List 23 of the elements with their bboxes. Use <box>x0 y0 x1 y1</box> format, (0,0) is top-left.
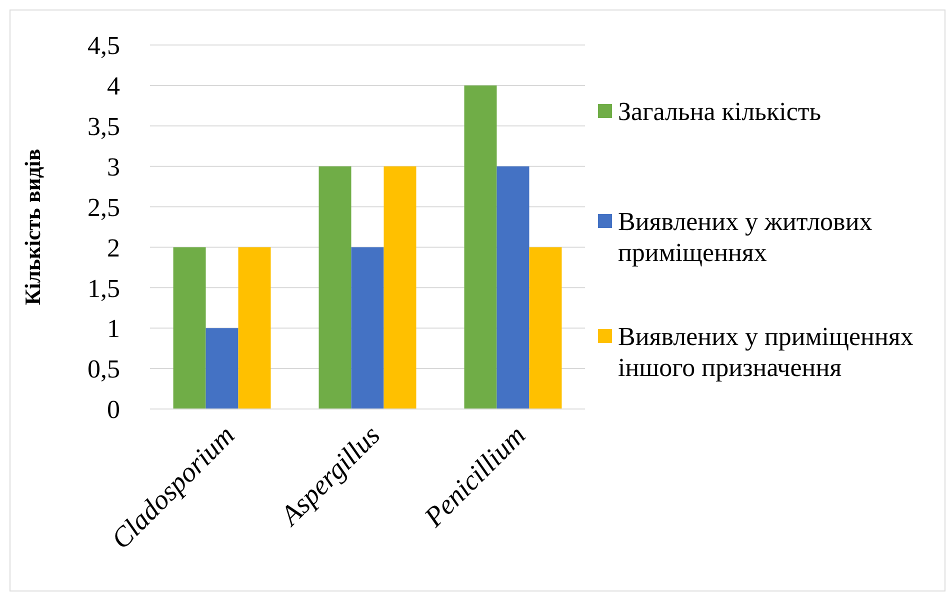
bar <box>351 247 384 409</box>
legend-label: Виявлених у приміщеннях іншого призначення <box>618 322 914 382</box>
y-tick-label: 4 <box>107 72 120 101</box>
bar <box>464 85 497 409</box>
bar <box>238 247 271 409</box>
y-tick-label: 3 <box>107 152 120 182</box>
legend-label: Загальна кількість <box>618 97 822 126</box>
bar <box>496 166 530 409</box>
y-tick-label: 0,5 <box>88 354 120 384</box>
y-tick-label: 2 <box>107 233 120 262</box>
bar <box>384 166 416 409</box>
y-tick-label: 0 <box>107 395 120 424</box>
y-axis-title: Кількість видів <box>20 148 45 306</box>
y-tick-label: 3,5 <box>88 112 120 141</box>
y-tick-label: 4,5 <box>88 31 120 60</box>
bar <box>206 328 238 409</box>
bar <box>173 247 206 409</box>
y-tick-label: 2,5 <box>88 192 120 222</box>
y-tick-label: 1,5 <box>88 274 120 303</box>
y-tick-label: 1 <box>107 314 120 344</box>
bar <box>318 166 352 409</box>
bar <box>529 247 562 409</box>
legend-label: Виявлених у житлових приміщеннях <box>618 207 872 267</box>
